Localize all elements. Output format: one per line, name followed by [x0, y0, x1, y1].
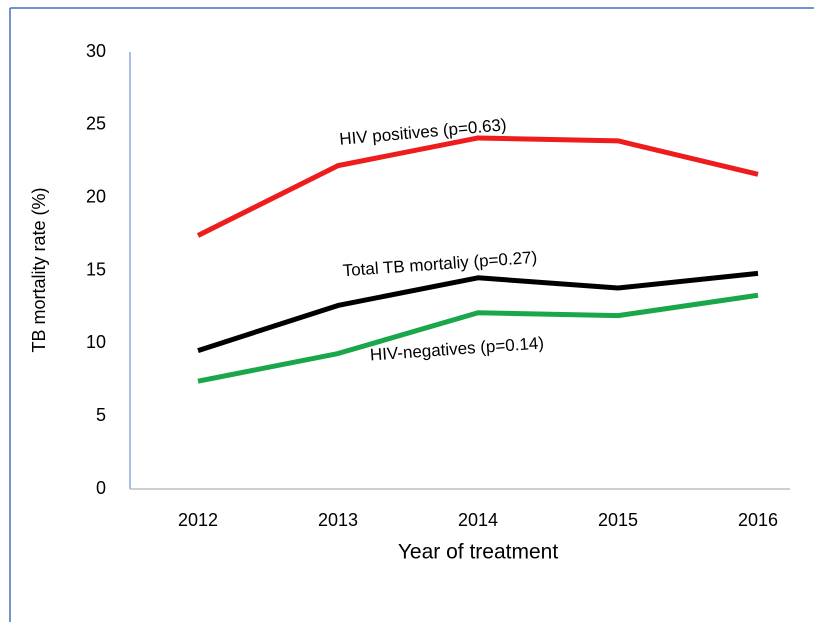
y-tick-label: 0: [96, 478, 106, 498]
series-line: [197, 292, 759, 384]
x-tick-label: 2013: [318, 510, 358, 530]
x-tick-label: 2016: [738, 510, 778, 530]
series-label: HIV positives (p=0.63): [339, 115, 508, 149]
series-line: [196, 135, 759, 238]
y-tick-label: 5: [96, 405, 106, 425]
y-tick-label: 10: [86, 332, 106, 352]
x-axis-title: Year of treatment: [398, 541, 558, 564]
x-tick-label: 2014: [458, 510, 498, 530]
x-tick-label: 2015: [598, 510, 638, 530]
y-tick-label: 25: [86, 114, 106, 134]
series-line: [197, 270, 759, 353]
y-tick-label: 15: [86, 259, 106, 279]
y-axis-title: TB mortality rate (%): [29, 187, 49, 352]
y-tick-label: 30: [86, 41, 106, 61]
x-tick-label: 2012: [178, 510, 218, 530]
series-label: Total TB mortaliy (p=0.27): [342, 248, 538, 281]
y-tick-label: 20: [86, 186, 106, 206]
